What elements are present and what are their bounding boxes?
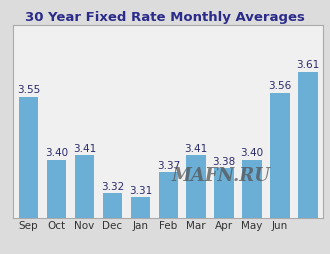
Text: 3.40: 3.40 <box>45 148 68 158</box>
Bar <box>103 193 122 254</box>
Text: MAFN.RU: MAFN.RU <box>172 167 271 185</box>
Text: 3.38: 3.38 <box>213 157 236 167</box>
Bar <box>75 155 94 254</box>
Bar <box>47 160 66 254</box>
Text: 30 Year Fixed Rate Monthly Averages: 30 Year Fixed Rate Monthly Averages <box>25 11 305 24</box>
Text: 3.55: 3.55 <box>17 86 40 96</box>
Text: 3.41: 3.41 <box>73 144 96 154</box>
Text: 3.56: 3.56 <box>269 81 292 91</box>
Bar <box>298 72 318 254</box>
Text: 3.40: 3.40 <box>241 148 264 158</box>
Text: 3.31: 3.31 <box>129 186 152 196</box>
Bar <box>186 155 206 254</box>
Text: 3.61: 3.61 <box>296 60 320 70</box>
Text: 3.41: 3.41 <box>184 144 208 154</box>
Bar <box>131 197 150 254</box>
Bar <box>158 172 178 254</box>
Text: 3.37: 3.37 <box>157 161 180 171</box>
Text: 3.32: 3.32 <box>101 182 124 192</box>
Bar <box>242 160 262 254</box>
Bar <box>214 168 234 254</box>
Bar <box>270 92 290 254</box>
Bar <box>19 97 38 254</box>
